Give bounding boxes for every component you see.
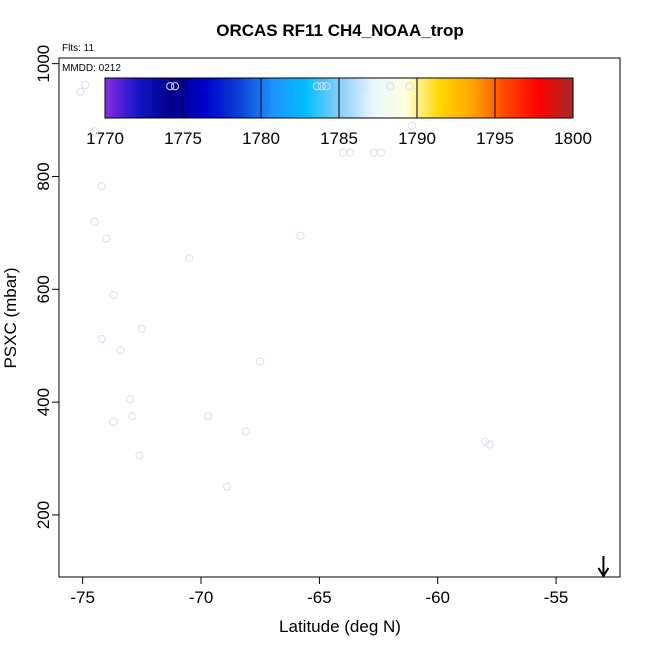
sample-point xyxy=(80,80,90,90)
sample-point xyxy=(485,440,494,449)
sample-point xyxy=(97,181,106,191)
chart-title: ORCAS RF11 CH4_NOAA_trop xyxy=(216,21,464,40)
sample-point xyxy=(360,82,369,91)
sample-point xyxy=(135,451,144,460)
date-label: MMDD: 0212 xyxy=(62,63,121,74)
y-axis: 200 400 600 800 1000 xyxy=(34,45,59,529)
flights-label: Flts: 11 xyxy=(62,43,94,54)
sample-point xyxy=(312,82,322,91)
plot-frame xyxy=(58,57,621,578)
x-tick-label: -60 xyxy=(425,588,450,607)
sample-point xyxy=(137,324,146,333)
sample-point xyxy=(256,357,265,366)
down-arrow-icon xyxy=(597,556,610,578)
sample-points xyxy=(76,80,494,491)
y-tick-label: 600 xyxy=(34,275,53,303)
colorbar-tick-label: 1790 xyxy=(398,129,436,148)
colorbar-ticks: 1770 1775 1780 1785 1790 1795 1800 xyxy=(86,78,592,148)
y-axis-label: PSXC (mbar) xyxy=(1,267,20,368)
sample-point xyxy=(317,82,326,91)
sample-point xyxy=(109,417,118,426)
colorbar-tick-label: 1795 xyxy=(476,129,514,148)
sample-point xyxy=(338,148,348,157)
sample-point xyxy=(376,148,386,157)
sample-point xyxy=(185,254,194,263)
sample-point xyxy=(109,290,118,300)
colorbar-tick-label: 1785 xyxy=(320,129,358,148)
colorbar-tick-label: 1800 xyxy=(554,129,592,148)
sample-point xyxy=(355,82,364,91)
sample-point xyxy=(407,121,416,130)
sample-point xyxy=(90,127,99,136)
y-tick-label: 1000 xyxy=(34,45,53,83)
sample-point xyxy=(90,217,99,226)
sample-point xyxy=(204,412,213,421)
sample-point xyxy=(97,334,106,344)
x-axis: -75 -70 -65 -60 -55 xyxy=(70,577,568,607)
y-tick-label: 200 xyxy=(34,501,53,529)
sample-point xyxy=(116,346,125,355)
colorbar-tick-label: 1775 xyxy=(164,129,202,148)
sample-point xyxy=(369,148,378,157)
sample-point xyxy=(128,412,137,421)
sample-point xyxy=(170,82,180,91)
x-axis-label: Latitude (deg N) xyxy=(279,617,401,636)
sample-point xyxy=(322,82,331,91)
y-tick-label: 800 xyxy=(34,162,53,190)
x-tick-label: -65 xyxy=(307,588,332,607)
x-tick-label: -70 xyxy=(189,588,214,607)
sample-point xyxy=(386,82,395,91)
sample-point xyxy=(125,395,135,404)
colorbar: 1770 1775 1780 1785 1790 1795 1800 xyxy=(86,77,592,148)
sample-point xyxy=(76,87,85,96)
sample-point xyxy=(102,234,111,243)
sample-point xyxy=(222,482,232,491)
arrow-head xyxy=(597,567,610,578)
sample-point xyxy=(405,82,414,91)
sample-point xyxy=(346,148,355,157)
x-tick-label: -55 xyxy=(544,588,569,607)
x-tick-label: -75 xyxy=(70,588,95,607)
sample-point xyxy=(480,437,490,446)
sample-point xyxy=(241,427,251,436)
sample-point xyxy=(296,231,305,240)
colorbar-tick-label: 1770 xyxy=(86,129,124,148)
colorbar-tick-label: 1780 xyxy=(242,129,280,148)
sample-point xyxy=(166,82,175,91)
y-tick-label: 400 xyxy=(34,388,53,416)
